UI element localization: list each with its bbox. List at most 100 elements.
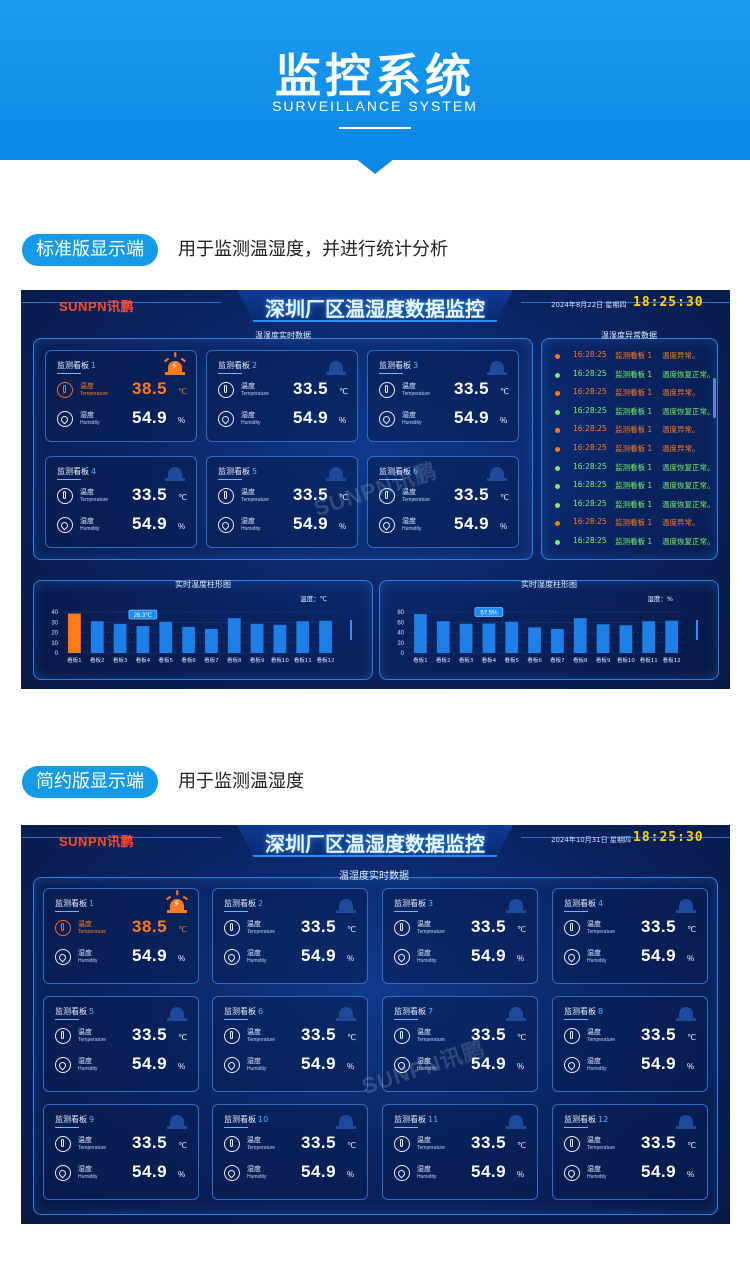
hum-unit: % [687, 954, 695, 963]
alert-row[interactable]: 16:28:25 监测看板 1 温度恢复正常。 [555, 480, 717, 498]
y-tick-label: 10 [51, 641, 58, 647]
temp-label: 温度 [241, 488, 255, 496]
thermometer-icon [224, 1136, 240, 1152]
alert-row[interactable]: 16:28:25 监测看板 1 温度恢复正常。 [555, 406, 717, 424]
card-title: 监测看板 3 [394, 898, 433, 909]
hum-chart-panel [379, 580, 719, 680]
humidity-icon [224, 1057, 240, 1073]
temp-unit: ℃ [178, 387, 187, 396]
section2-pill: 简约版显示端 [22, 766, 158, 798]
chart-bar [665, 620, 678, 653]
alerts-scrollbar[interactable] [713, 378, 716, 418]
temp-value: 33.5 [132, 485, 168, 504]
chart-tooltip-box [128, 609, 158, 620]
alert-row[interactable]: 16:28:25 监测看板 1 温度恢复正常。 [555, 462, 717, 480]
hum-label: 湿度 [247, 1057, 261, 1065]
section1-pill: 标准版显示端 [22, 234, 158, 266]
card-title: 监测看板 7 [394, 1006, 433, 1017]
alarm-ray [164, 357, 169, 362]
droplet-glyph [381, 520, 392, 531]
alert-row[interactable]: 16:28:25 监测看板 1 温度异常。 [555, 387, 717, 405]
alert-row[interactable]: 16:28:25 监测看板 1 温度异常。 [555, 350, 717, 368]
hum-value: 54.9 [301, 946, 337, 965]
alert-row[interactable]: 16:28:25 监测看板 1 温度恢复正常。 [555, 369, 717, 387]
alert-row[interactable]: 16:28:25 监测看板 1 温度异常。 [555, 517, 717, 535]
thermometer-icon [379, 488, 395, 504]
hum-unit: % [347, 1170, 355, 1179]
temp-unit: ℃ [687, 1033, 696, 1042]
card-underline [394, 911, 418, 912]
alerts-list[interactable]: 16:28:25 监测看板 1 温度异常。 16:28:25 监测看板 1 温度恢复正常。… [545, 346, 715, 556]
thermometer-glyph [61, 1139, 64, 1147]
temp-value: 33.5 [301, 917, 337, 936]
status-dot-icon [555, 540, 560, 545]
chart-unit-label: 湿度：% [647, 594, 673, 603]
alert-msg: 温度恢复正常。 [662, 481, 715, 491]
top-deco-line-left [21, 837, 221, 838]
alert-row[interactable]: 16:28:25 监测看板 1 温度异常。 [555, 424, 717, 442]
alarm-light-icon: ⚡ [166, 890, 188, 913]
temp-unit: ℃ [178, 1033, 187, 1042]
y-tick-label: 0 [55, 651, 59, 657]
temp-value: 38.5 [132, 379, 168, 398]
card-number: 10 [258, 1115, 269, 1124]
hum-value: 54.9 [132, 408, 168, 427]
thermometer-icon [224, 920, 240, 936]
temp-value: 33.5 [301, 1133, 337, 1152]
alert-board: 监测看板 1 [615, 351, 653, 360]
clock-display: 18:25:30 [633, 830, 704, 845]
alarm-base [167, 910, 187, 913]
hum-value: 54.9 [132, 946, 168, 965]
card-title: 监测看板 1 [55, 898, 94, 909]
thermometer-glyph [570, 923, 573, 931]
card-underline [394, 1127, 418, 1128]
chart-bar [482, 623, 496, 653]
alarm-body [679, 1007, 693, 1019]
top-deco-line-left [21, 302, 221, 303]
section1-desc: 用于监测温湿度，并进行统计分析 [178, 239, 448, 260]
thermometer-icon [564, 1028, 580, 1044]
card-board-label: 监测看板 [394, 1007, 426, 1016]
hum-value: 54.9 [454, 514, 490, 533]
chart-bar [642, 621, 656, 653]
x-tick-label: 看板11 [640, 656, 658, 664]
temp-label-en: Temperature [78, 1037, 107, 1043]
temp-value: 33.5 [293, 485, 329, 504]
alert-row[interactable]: 16:28:25 监测看板 1 温度异常。 [555, 443, 717, 461]
chart-bar [596, 624, 610, 653]
monitor-card[interactable]: 监测看板 1 ⚡ 温度 Temperature 38.5 ℃ 湿度 Humidity 54.9% [43, 888, 199, 984]
temp-unit: ℃ [347, 1141, 356, 1150]
card-title: 监测看板 9 [55, 1114, 94, 1125]
y-tick-label: 80 [397, 610, 404, 616]
temp-label: 温度 [417, 1136, 431, 1144]
monitor-card[interactable]: 监测看板 1 ⚡ 温度 Temperature 38.5 ℃ 湿度 Humidity 54.9% [45, 350, 197, 442]
alert-msg: 温度异常。 [662, 388, 700, 398]
temp-unit: ℃ [178, 1141, 187, 1150]
x-tick-label: 看板7 [550, 656, 565, 664]
title-plate: 深圳厂区温湿度数据监控 [237, 290, 513, 322]
alarm-base [676, 910, 696, 913]
alert-row[interactable]: 16:28:25 监测看板 1 温度恢复正常。 [555, 499, 717, 517]
card-title: 监测看板 5 [218, 466, 257, 477]
alert-row[interactable]: 16:28:25 监测看板 1 温度恢复正常。 [555, 536, 717, 554]
alarm-light-icon: ⚡ [335, 1109, 357, 1129]
alarm-light-icon: ⚡ [675, 1109, 697, 1129]
droplet-glyph [57, 952, 68, 963]
